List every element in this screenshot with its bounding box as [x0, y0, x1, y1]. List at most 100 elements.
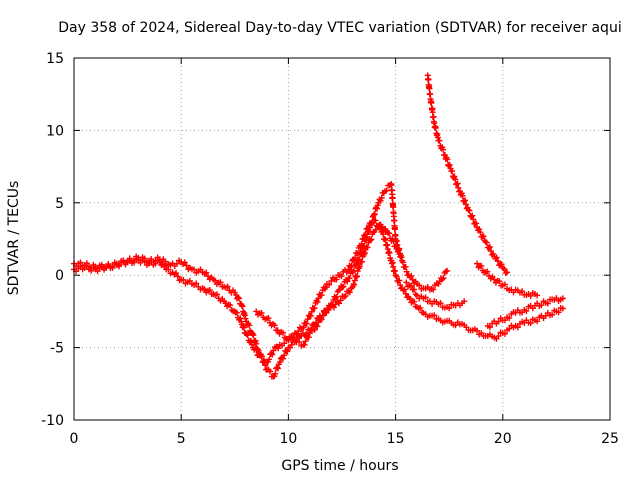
plot-frame	[73, 57, 611, 421]
data-point-fill	[288, 341, 295, 348]
y-tick-label: 10	[46, 123, 64, 139]
data-point-fill	[371, 210, 378, 217]
data-point-fill	[377, 197, 384, 204]
data-point-fill	[267, 368, 274, 375]
data-point-fill	[401, 286, 408, 293]
data-point-fill	[318, 292, 325, 299]
data-point-fill	[397, 282, 404, 289]
data-point-fill	[335, 300, 342, 307]
data-point-fill	[266, 356, 273, 363]
data-point-fill	[293, 339, 300, 346]
data-point-fill	[484, 268, 491, 275]
data-point-fill	[295, 328, 302, 335]
data-point-fill	[191, 266, 198, 273]
data-point-fill	[391, 217, 398, 224]
data-point-fill	[501, 317, 508, 324]
data-point-fill	[213, 291, 220, 298]
data-point-fill	[454, 180, 461, 187]
data-point	[403, 279, 410, 286]
data-point-fill	[378, 194, 385, 201]
data-point-fill	[406, 295, 413, 302]
data-point-fill	[244, 332, 251, 339]
data-point-fill	[258, 353, 265, 360]
data-point-fill	[430, 286, 437, 293]
data-point-fill	[403, 268, 410, 275]
data-point-fill	[165, 266, 172, 273]
data-point-fill	[272, 370, 279, 377]
data-point	[444, 267, 451, 274]
data-point-fill	[402, 263, 409, 270]
series-right-trace	[474, 260, 541, 299]
data-point	[328, 277, 335, 284]
data-point-fill	[452, 176, 459, 183]
data-point-fill	[312, 319, 319, 326]
data-point-fill	[308, 327, 315, 334]
data-point-fill	[514, 324, 521, 331]
data-point	[414, 292, 421, 299]
data-point-fill	[186, 277, 193, 284]
data-point-fill	[332, 295, 339, 302]
x-tick-label: 25	[601, 431, 619, 447]
y-tick-label: 0	[55, 268, 64, 284]
data-point-fill	[326, 281, 333, 288]
series-main-trace-b	[71, 180, 451, 380]
data-point-fill	[470, 216, 477, 223]
data-point-fill	[372, 226, 379, 233]
data-point-fill	[307, 313, 314, 320]
data-point-fill	[386, 249, 393, 256]
data-point-fill	[364, 244, 371, 251]
data-point-fill	[217, 279, 224, 286]
data-point-fill	[379, 223, 386, 230]
data-point-fill	[222, 300, 229, 307]
data-point-fill	[243, 330, 250, 337]
data-point-fill	[173, 260, 180, 267]
x-tick-label: 10	[279, 431, 297, 447]
data-point-fill	[193, 280, 200, 287]
data-point-fill	[519, 288, 526, 295]
data-point-fill	[426, 85, 433, 92]
data-point-fill	[181, 259, 188, 266]
data-point-fill	[203, 269, 210, 276]
y-tick-label: -5	[50, 341, 64, 357]
data-point	[255, 347, 262, 354]
data-point-fill	[383, 187, 390, 194]
data-point-fill	[538, 302, 545, 309]
data-point-fill	[311, 305, 318, 312]
data-point-fill	[408, 272, 415, 279]
data-point-fill	[369, 219, 376, 226]
data-point-fill	[262, 362, 269, 369]
data-point-fill	[340, 283, 347, 290]
data-point-fill	[239, 303, 246, 310]
data-point-fill	[319, 312, 326, 319]
data-point-fill	[449, 168, 456, 175]
data-point-fill	[368, 236, 375, 243]
data-point	[315, 295, 322, 302]
data-point-fill	[305, 334, 312, 341]
chart-title: Day 358 of 2024, Sidereal Day-to-day VTE…	[58, 20, 621, 36]
data-point-fill	[455, 184, 462, 191]
data-point-fill	[485, 244, 492, 251]
data-point-fill	[250, 332, 257, 339]
data-point-fill	[330, 304, 337, 311]
data-point-fill	[469, 212, 476, 219]
x-tick-label: 0	[70, 431, 79, 447]
x-axis-label: GPS time / hours	[281, 458, 398, 474]
data-point-fill	[322, 284, 329, 291]
data-point-fill	[391, 226, 398, 233]
data-point	[495, 333, 502, 340]
data-point-fill	[446, 161, 453, 168]
data-point-fill	[274, 365, 281, 372]
data-point-fill	[287, 334, 294, 341]
data-point-fill	[462, 197, 469, 204]
data-point-fill	[311, 322, 318, 329]
data-point-fill	[451, 173, 458, 180]
data-point-fill	[411, 286, 418, 293]
data-point-fill	[400, 287, 407, 294]
data-point-fill	[440, 146, 447, 153]
data-point	[534, 292, 541, 299]
data-point-fill	[206, 287, 213, 294]
data-point-fill	[390, 204, 397, 211]
data-point-fill	[201, 286, 208, 293]
data-point-fill	[486, 324, 493, 331]
data-point-fill	[268, 350, 275, 357]
